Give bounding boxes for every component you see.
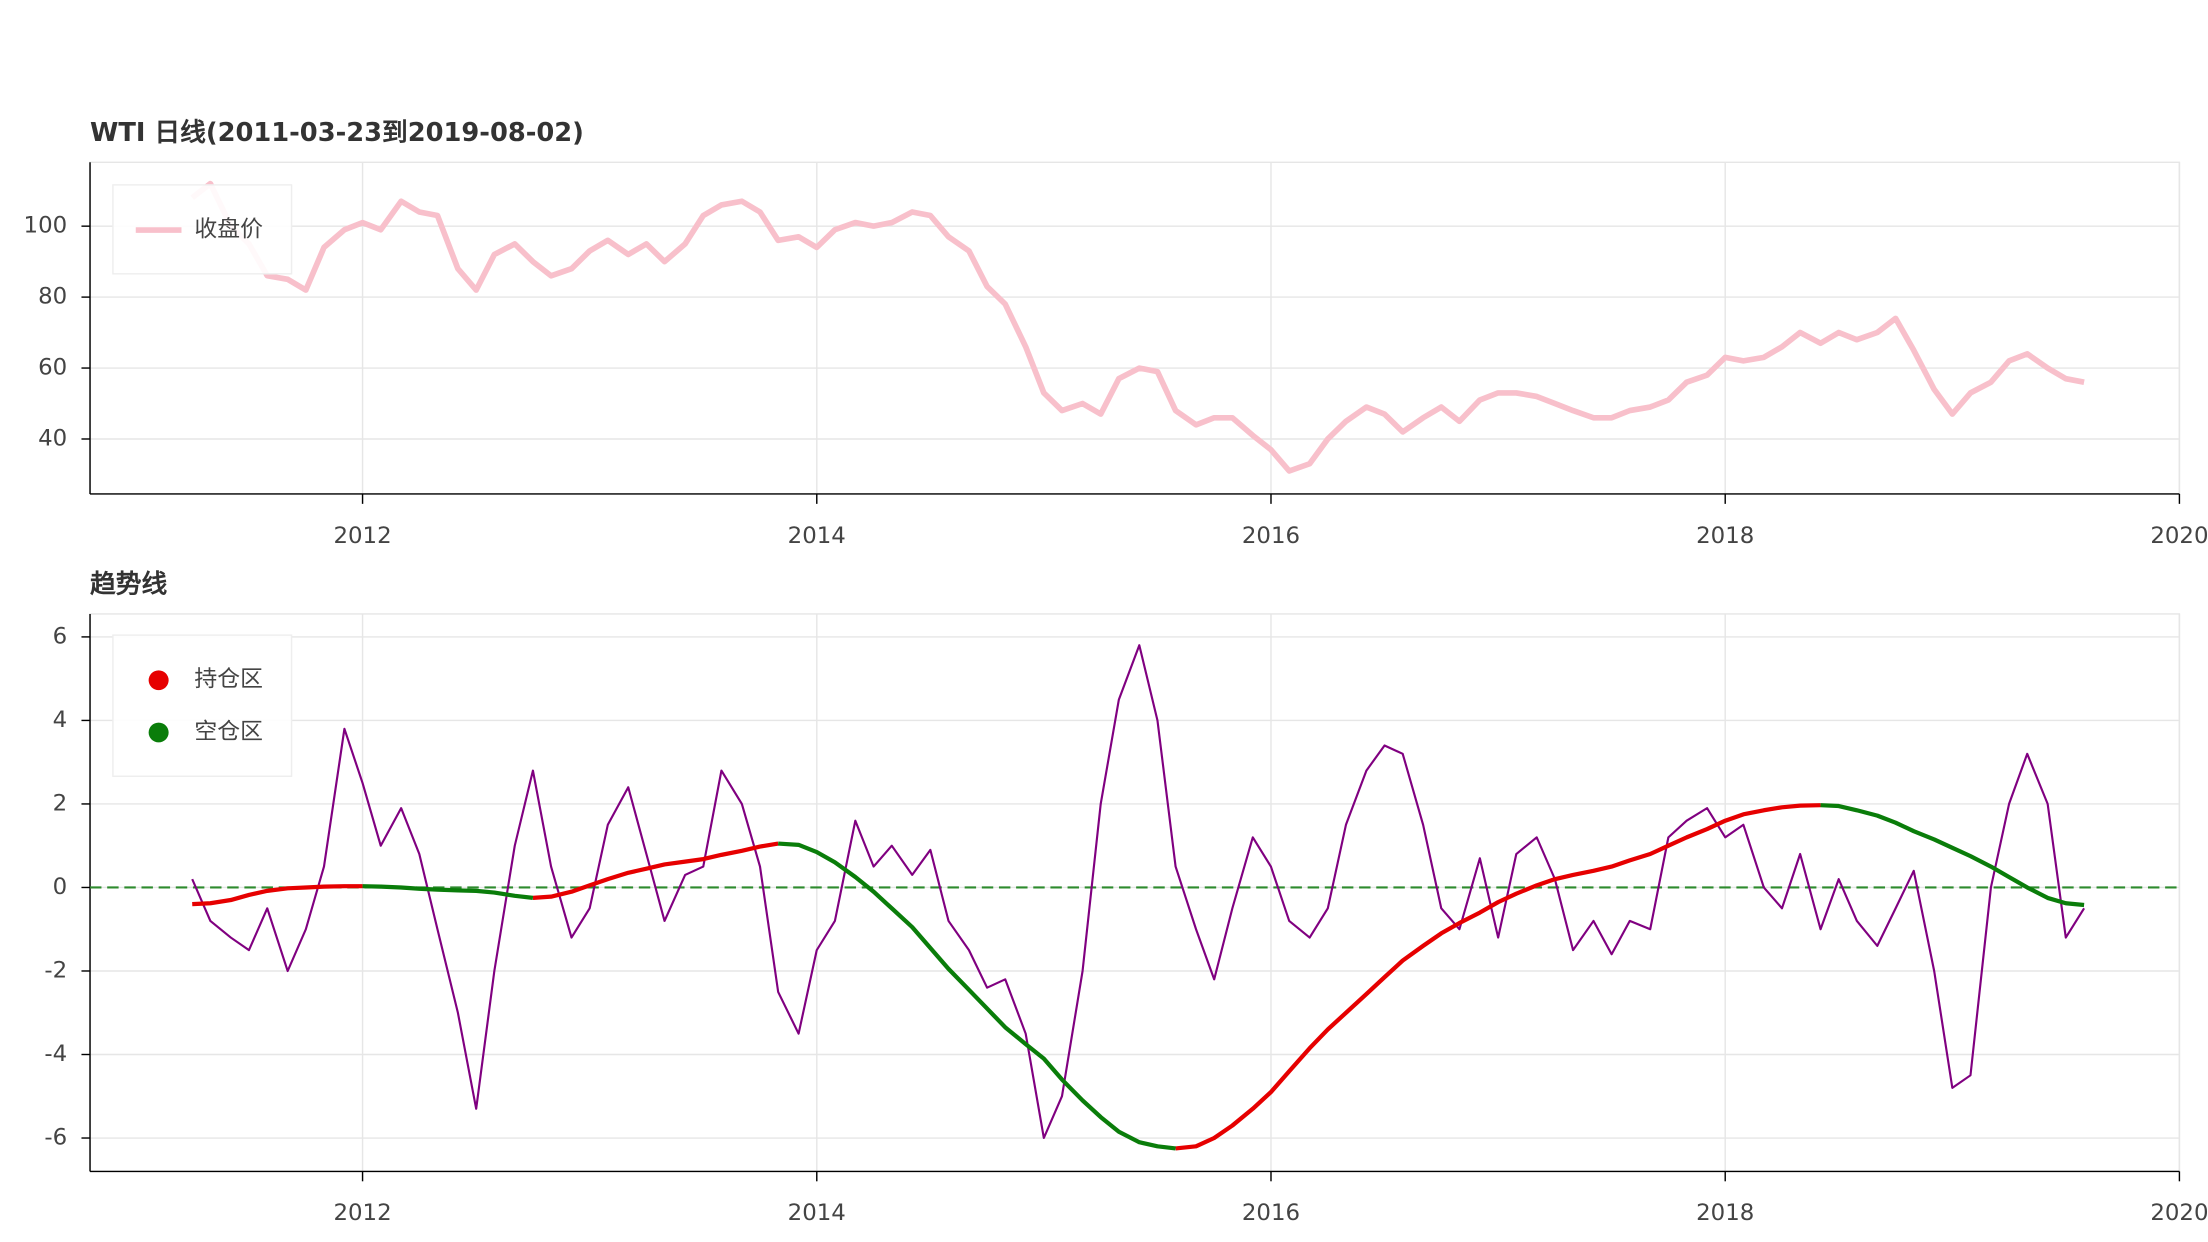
x-tick-label: 2014	[788, 523, 846, 549]
series-line	[192, 803, 1821, 1151]
x-tick-label: 2018	[1696, 523, 1754, 549]
y-tick-label: 0	[53, 874, 68, 900]
series-line	[191, 644, 2086, 1140]
y-tick-label: 100	[24, 213, 68, 239]
x-tick-label: 2016	[1242, 523, 1300, 549]
chart-title: 趋势线	[90, 570, 168, 600]
y-tick-label: 6	[53, 623, 68, 649]
y-tick-label: -4	[44, 1041, 67, 1067]
y-tick-label: -2	[44, 958, 67, 984]
y-tick-label: 80	[38, 284, 67, 310]
legend-box	[112, 634, 293, 777]
x-tick-label: 2012	[333, 1200, 391, 1226]
y-tick-label: 4	[53, 707, 68, 733]
legend-label: 空仓区	[194, 719, 263, 745]
x-tick-label: 2018	[1696, 1200, 1754, 1226]
y-tick-label: -6	[44, 1125, 67, 1151]
x-tick-label: 2016	[1242, 1200, 1300, 1226]
y-tick-label: 40	[38, 426, 67, 452]
chart-title: WTI 日线(2011-03-23到2019-08-02)	[90, 118, 584, 148]
y-tick-label: 2	[53, 791, 68, 817]
legend-marker	[148, 722, 169, 743]
legend-marker	[148, 670, 169, 691]
legend-label: 持仓区	[194, 667, 263, 693]
plot-frame	[89, 613, 2181, 1173]
x-tick-label: 2020	[2150, 1200, 2208, 1226]
plot-frame	[89, 161, 2181, 495]
x-tick-label: 2014	[788, 1200, 846, 1226]
x-tick-label: 2012	[333, 523, 391, 549]
y-tick-label: 60	[38, 355, 67, 381]
legend-label: 收盘价	[194, 217, 263, 243]
series-line	[190, 180, 2085, 474]
x-tick-label: 2020	[2150, 523, 2208, 549]
series-line	[362, 803, 2085, 1151]
